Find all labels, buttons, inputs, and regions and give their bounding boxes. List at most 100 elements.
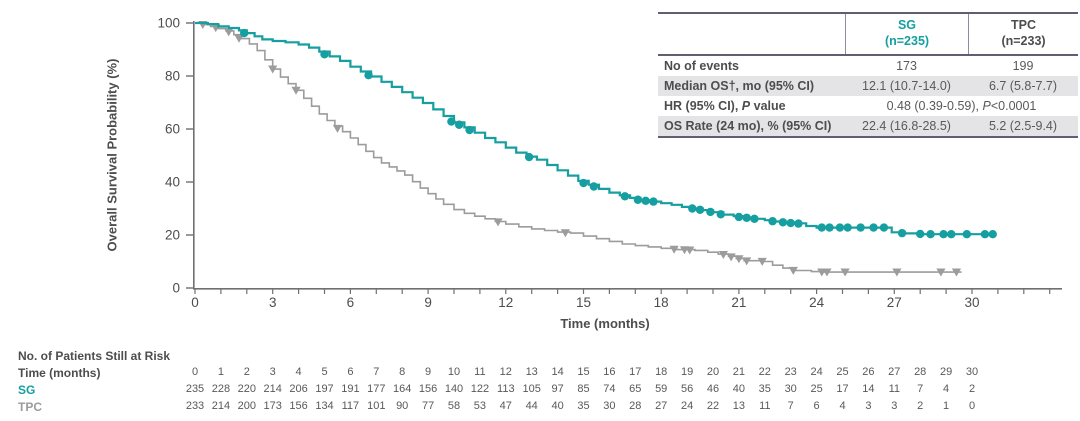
x-tick-label: 9 <box>424 295 432 310</box>
os-rate-label: OS Rate (24 mo), % (95% CI) <box>664 119 832 133</box>
sg-censor-mark <box>768 217 777 226</box>
median-os-label: Median OS†, mo (95% CI) <box>664 79 815 93</box>
risk-value: 25 <box>810 383 823 395</box>
risk-value: 214 <box>263 383 282 395</box>
sg-censor-mark <box>524 152 534 162</box>
risk-value: 14 <box>862 383 875 395</box>
sg-censor-mark <box>465 125 474 135</box>
risk-value: 117 <box>341 400 360 412</box>
risk-value: 113 <box>497 383 515 395</box>
risk-time-values: 0 1 2 3 4 5 6 7 8 9 10 11 12 13 14 15 16 17 18 19 20 21 22 23 24… <box>0 366 1080 380</box>
km-chart: 0 20 40 60 80 100 0 3 6 9 12 15 18 21 24 27 30 <box>157 16 1062 310</box>
x-tick-label: 24 <box>809 295 825 310</box>
risk-value: 6 <box>813 400 820 412</box>
risk-value: 74 <box>603 383 616 395</box>
risk-value: 105 <box>522 383 541 395</box>
x-tick-label: 18 <box>654 295 669 310</box>
risk-value: 164 <box>393 383 412 395</box>
x-tick-label: 30 <box>964 295 979 310</box>
tpc-censor-mark <box>493 218 503 227</box>
sg-censor-mark <box>688 204 697 213</box>
tpc-censor-mark <box>951 268 962 277</box>
sg-censor-mark <box>716 210 725 219</box>
risk-value: 58 <box>447 400 461 412</box>
risk-value: 59 <box>655 383 668 395</box>
events-tpc: 199 <box>1012 59 1034 73</box>
risk-value: 0 <box>191 366 199 378</box>
risk-value: 101 <box>367 400 386 412</box>
stats-row-os-rate: OS Rate (24 mo), % (95% CI) 22.4 (16.8-2… <box>658 116 1078 136</box>
risk-tpc-values: 233 214 200 173 156 134 117 101 90 77 58 53 47 44 40 35… <box>0 400 1080 414</box>
risk-value: 16 <box>603 366 616 378</box>
stats-row-events: No of events 173 199 <box>658 56 1078 76</box>
risk-value: 0 <box>968 400 976 412</box>
y-tick-label: 0 <box>172 281 180 296</box>
tpc-censor-mark <box>822 268 832 277</box>
risk-value: 10 <box>447 366 461 378</box>
risk-value: 156 <box>418 383 438 395</box>
risk-value: 26 <box>862 366 875 378</box>
risk-time-label: Time (months) <box>18 366 101 380</box>
x-tick-label: 21 <box>731 295 746 310</box>
stats-row-median-os: Median OS†, mo (95% CI) 12.1 (10.7-14.0)… <box>658 76 1078 96</box>
tpc-censor-mark <box>936 268 946 277</box>
risk-value: 191 <box>341 383 360 395</box>
sg-censor-mark <box>794 219 803 228</box>
risk-value: 220 <box>237 383 256 395</box>
risk-value: 47 <box>499 400 512 412</box>
risk-value: 40 <box>551 400 564 412</box>
risk-value: 27 <box>888 366 901 378</box>
risk-value: 177 <box>367 383 386 395</box>
risk-value: 13 <box>732 400 746 412</box>
risk-value: 17 <box>629 366 642 378</box>
sg-arm-n: (n=235) <box>884 34 930 48</box>
risk-value: 24 <box>810 366 823 378</box>
sg-censor-mark <box>734 212 744 222</box>
sg-censor-mark <box>897 228 907 238</box>
risk-value: 22 <box>706 400 720 412</box>
risk-value: 4 <box>295 366 302 378</box>
tpc-curve <box>195 22 962 273</box>
risk-value: 6 <box>347 366 354 378</box>
y-tick-label: 100 <box>157 16 180 31</box>
risk-value: 46 <box>706 383 720 395</box>
tpc-censor-mark <box>224 28 234 37</box>
risk-value: 7 <box>373 366 380 378</box>
risk-value: 30 <box>965 366 979 378</box>
sg-censor-mark <box>856 223 865 232</box>
risk-value: 24 <box>680 400 694 412</box>
risk-value: 77 <box>421 400 435 412</box>
sg-censor-mark <box>879 223 889 232</box>
sg-censor-mark <box>620 192 630 201</box>
x-tick-label: 15 <box>576 295 591 310</box>
sg-arm-name: SG <box>897 18 917 33</box>
tpc-censor-mark <box>726 253 736 262</box>
x-tick-label: 27 <box>887 295 902 310</box>
risk-value: 2 <box>917 400 924 412</box>
sg-censor-mark <box>786 218 795 228</box>
risk-value: 228 <box>211 383 231 395</box>
hr-label: HR (95% CI), P value <box>664 99 786 113</box>
risk-value: 22 <box>758 366 771 378</box>
risk-value: 21 <box>732 366 746 378</box>
risk-value: 29 <box>939 366 953 378</box>
risk-value: 28 <box>914 366 927 378</box>
sg-censor-mark <box>589 182 599 191</box>
events-label: No of events <box>664 59 740 73</box>
risk-value: 7 <box>917 383 924 395</box>
risk-value: 40 <box>732 383 746 395</box>
risk-value: 9 <box>425 366 432 378</box>
sg-censor-mark <box>364 71 373 80</box>
risk-value: 35 <box>758 383 771 395</box>
sg-censor-mark <box>778 218 788 227</box>
x-tick-label: 3 <box>269 295 277 310</box>
risk-value: 19 <box>680 366 694 378</box>
tpc-censor-mark <box>234 34 244 43</box>
os-rate-tpc: 5.2 (2.5-9.4) <box>988 119 1058 133</box>
risk-value: 173 <box>263 400 282 412</box>
risk-value: 4 <box>943 383 950 395</box>
tpc-censor-mark <box>734 255 744 264</box>
risk-value: 97 <box>551 383 564 395</box>
x-axis-title: Time (months) <box>560 316 650 331</box>
